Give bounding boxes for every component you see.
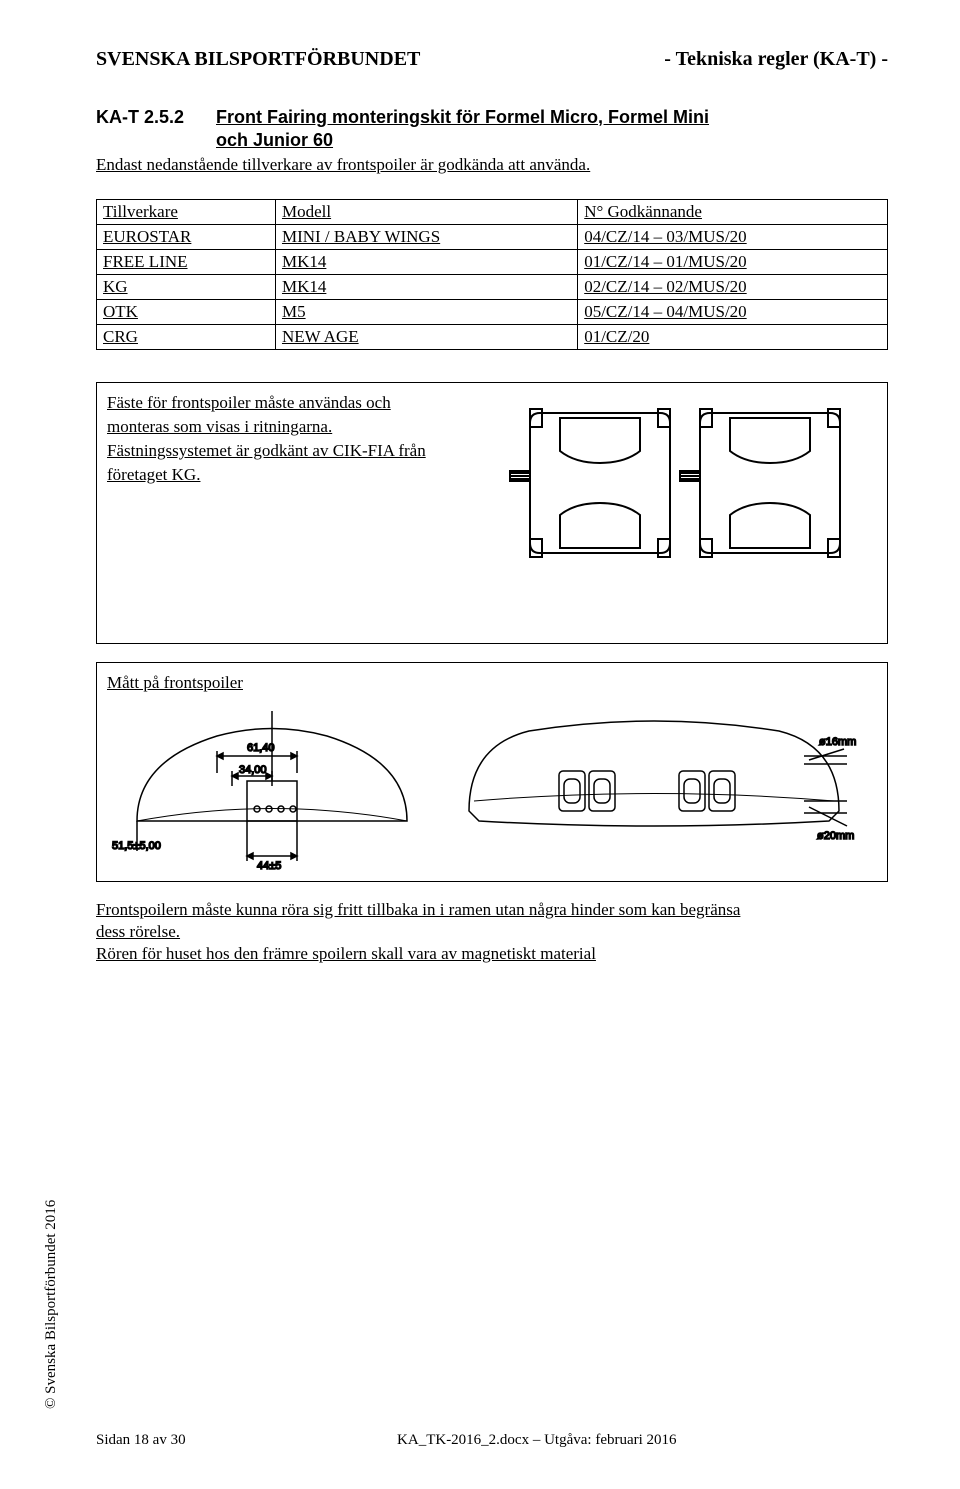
page-footer: Sidan 18 av 30 KA_TK-2016_2.docx – Utgåv…	[96, 1432, 888, 1449]
cell: 02/CZ/14 – 02/MUS/20	[578, 275, 888, 300]
cell: 04/CZ/14 – 03/MUS/20	[578, 225, 888, 250]
table-row: KG MK14 02/CZ/14 – 02/MUS/20	[97, 275, 888, 300]
cell: 01/CZ/14 – 01/MUS/20	[578, 250, 888, 275]
cell: MK14	[275, 275, 577, 300]
dim-phi20: ø20mm	[817, 830, 854, 842]
mounting-p3: Fästningssystemet är godkänt av CIK-FIA …	[107, 441, 477, 461]
dimensions-diagrams: 61,40 34,00 44±5 51,5±5,00	[107, 701, 877, 871]
mounting-p4: företaget KG.	[107, 465, 477, 485]
side-view-icon: 61,40 34,00 44±5 51,5±5,00	[107, 701, 437, 871]
col-model: Modell	[275, 200, 577, 225]
col-approval: N° Godkännande	[578, 200, 888, 225]
table-row: EUROSTAR MINI / BABY WINGS 04/CZ/14 – 03…	[97, 225, 888, 250]
top-view-icon: ø16mm ø20mm	[449, 701, 859, 871]
cell: OTK	[97, 300, 276, 325]
closing-p1: Frontspoilern måste kunna röra sig fritt…	[96, 900, 888, 920]
footer-center: KA_TK-2016_2.docx – Utgåva: februari 201…	[397, 1432, 677, 1449]
dim-44: 44±5	[257, 860, 281, 871]
bracket-diagram	[493, 393, 877, 633]
cell: EUROSTAR	[97, 225, 276, 250]
cell: 05/CZ/14 – 04/MUS/20	[578, 300, 888, 325]
table-row: OTK M5 05/CZ/14 – 04/MUS/20	[97, 300, 888, 325]
dim-34: 34,00	[239, 764, 267, 776]
section-number: KA-T 2.5.2	[96, 107, 216, 128]
dimensions-title: Mått på frontspoiler	[107, 673, 877, 693]
copyright-vertical: © Svenska Bilsportförbundet 2016	[43, 1200, 60, 1409]
footer-left: Sidan 18 av 30	[96, 1432, 186, 1449]
cell: CRG	[97, 325, 276, 350]
mounting-text: Fäste för frontspoiler måste användas oc…	[107, 393, 477, 633]
section-heading: KA-T 2.5.2 Front Fairing monteringskit f…	[96, 107, 888, 128]
cell: NEW AGE	[275, 325, 577, 350]
cell: MK14	[275, 250, 577, 275]
header-left: SVENSKA BILSPORTFÖRBUNDET	[96, 48, 420, 71]
table-row: FREE LINE MK14 01/CZ/14 – 01/MUS/20	[97, 250, 888, 275]
header-right: - Tekniska regler (KA-T) -	[664, 48, 888, 71]
page: SVENSKA BILSPORTFÖRBUNDET - Tekniska reg…	[0, 0, 960, 1489]
dim-phi16: ø16mm	[819, 736, 856, 748]
section-title-line1: Front Fairing monteringskit för Formel M…	[216, 107, 709, 128]
cell: FREE LINE	[97, 250, 276, 275]
approval-table: Tillverkare Modell N° Godkännande EUROST…	[96, 199, 888, 350]
dim-51: 51,5±5,00	[112, 840, 161, 852]
dim-61: 61,40	[247, 742, 275, 754]
dimensions-info-box: Mått på frontspoiler	[96, 662, 888, 882]
closing-p3: Rören för huset hos den främre spoilern …	[96, 944, 888, 964]
table-row: CRG NEW AGE 01/CZ/20	[97, 325, 888, 350]
table-header-row: Tillverkare Modell N° Godkännande	[97, 200, 888, 225]
mounting-p2: monteras som visas i ritningarna.	[107, 417, 477, 437]
cell: KG	[97, 275, 276, 300]
cell: MINI / BABY WINGS	[275, 225, 577, 250]
cell: M5	[275, 300, 577, 325]
cell: 01/CZ/20	[578, 325, 888, 350]
bracket-icon	[505, 393, 865, 573]
mounting-info-box: Fäste för frontspoiler måste användas oc…	[96, 382, 888, 644]
col-manufacturer: Tillverkare	[97, 200, 276, 225]
closing-text: Frontspoilern måste kunna röra sig fritt…	[96, 900, 888, 964]
page-header: SVENSKA BILSPORTFÖRBUNDET - Tekniska reg…	[96, 48, 888, 71]
closing-p2: dess rörelse.	[96, 922, 888, 942]
mounting-p1: Fäste för frontspoiler måste användas oc…	[107, 393, 477, 413]
section-intro: Endast nedanstående tillverkare av front…	[96, 155, 888, 175]
section-title-line2: och Junior 60	[216, 130, 888, 151]
